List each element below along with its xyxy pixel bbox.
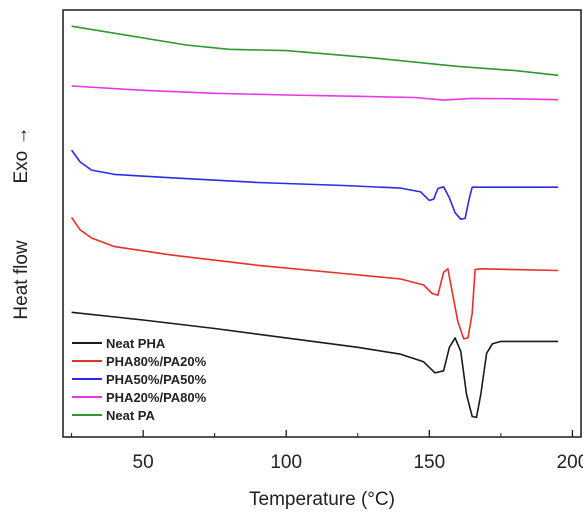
legend-label: Neat PHA [106,336,166,351]
x-tick-label: 150 [413,452,445,473]
legend-item-pha20-pa80: PHA20%/PA80% [72,390,207,405]
y-axis-title-heat-flow: Heat flow [11,240,32,319]
series-line-pha80-pa20 [70,217,559,340]
y-axis-title-exo: Exo → [11,126,32,183]
series-layer [70,25,559,419]
legend-label: PHA20%/PA80% [106,390,207,405]
x-tick-label: 100 [270,452,302,473]
x-ticks: 50 100 150 200 [71,430,583,473]
plot-frame [62,9,582,438]
series-line-pha20-pa80 [71,85,559,101]
legend-item-pha50-pa50: PHA50%/PA50% [72,372,207,387]
legend-label: PHA50%/PA50% [106,372,207,387]
x-axis-title: Temperature (°C) [249,489,395,510]
series-line-neat-pha [71,311,559,419]
legend-label: Neat PA [106,408,155,423]
x-tick-label: 50 [133,452,154,473]
legend-item-neat-pa: Neat PA [72,408,155,423]
series-line-neat-pa [71,25,559,77]
legend-label: PHA80%/PA20% [106,354,207,369]
legend-item-neat-pha: Neat PHA [72,336,166,351]
series-line-pha50-pa50 [70,149,559,220]
x-tick-label: 200 [557,452,583,473]
legend-item-pha80-pa20: PHA80%/PA20% [72,354,207,369]
legend: Neat PHA PHA80%/PA20% PHA50%/PA50% PHA20%/P… [72,336,207,423]
